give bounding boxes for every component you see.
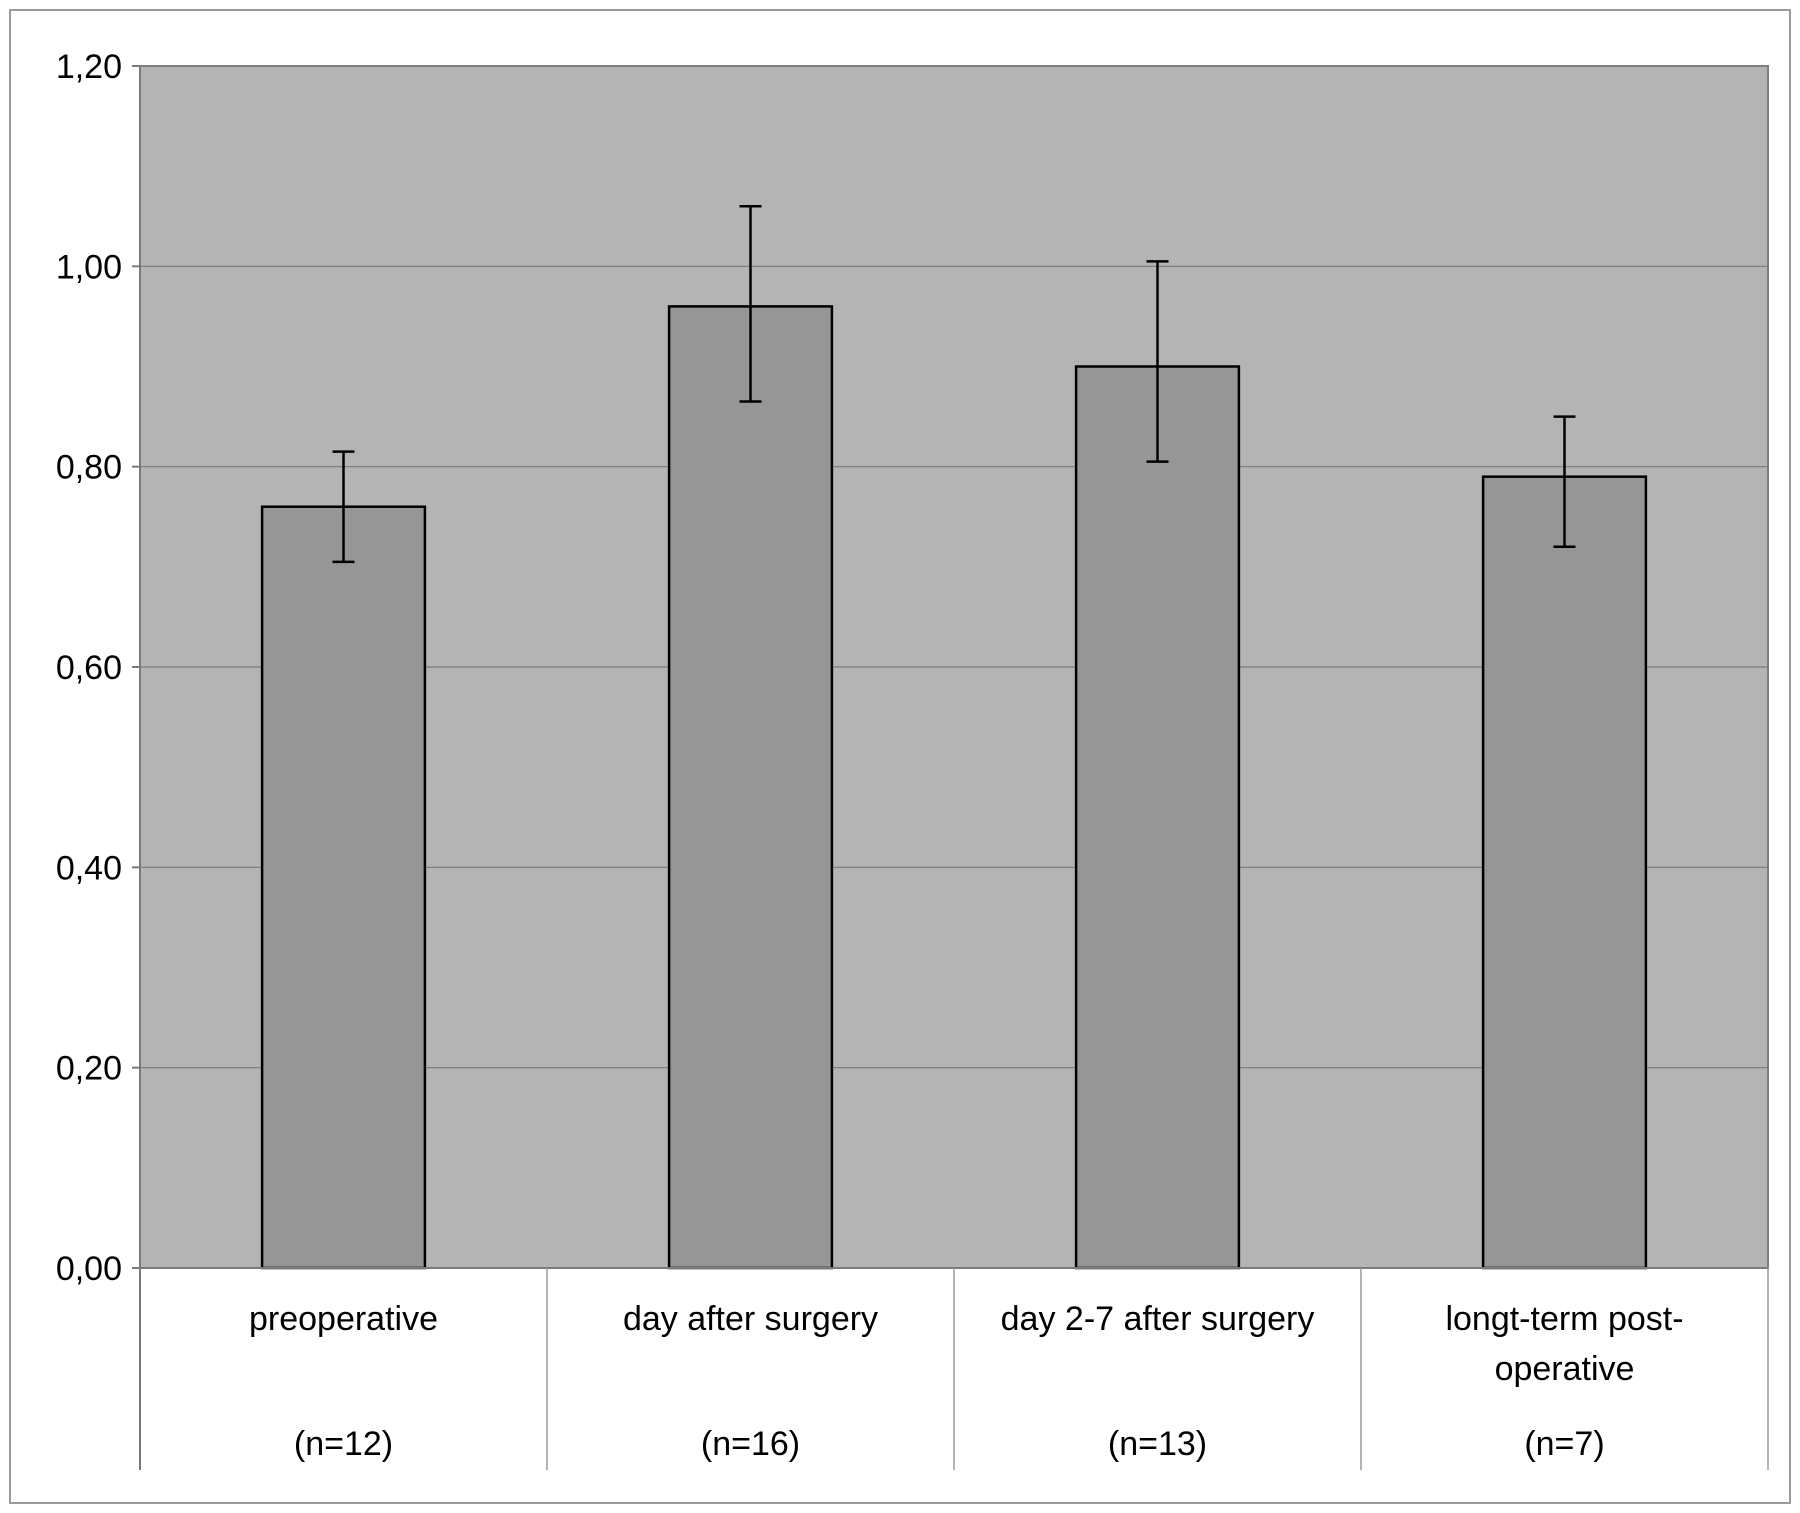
axes <box>132 65 1769 1470</box>
bars <box>260 305 1648 1270</box>
x-category-n-label: (n=12) <box>294 1425 393 1463</box>
error-bars <box>332 204 1576 564</box>
x-category-label: preoperative <box>249 1300 438 1338</box>
x-category-label: day 2-7 after surgery <box>1001 1300 1315 1338</box>
bar <box>1481 475 1648 1270</box>
bar <box>260 505 427 1270</box>
x-category-label: operative <box>1495 1350 1635 1388</box>
y-tick-label: 0,80 <box>56 449 122 487</box>
y-tick-label: 1,00 <box>56 248 122 286</box>
x-category-label: day after surgery <box>623 1300 878 1338</box>
y-tick-label: 0,60 <box>56 649 122 687</box>
y-tick-label: 0,40 <box>56 849 122 887</box>
labels: 0,00 0,20 0,40 0,60 0,80 1,00 1,20 preoperative… <box>56 48 1684 1463</box>
x-category-label: longt-term post- <box>1445 1300 1683 1338</box>
x-category-n-label: (n=13) <box>1108 1425 1207 1463</box>
y-tick-label: 1,20 <box>56 48 122 86</box>
y-tick-label: 0,00 <box>56 1250 122 1288</box>
bar <box>1074 365 1241 1270</box>
x-category-n-label: (n=7) <box>1524 1425 1604 1463</box>
x-category-n-label: (n=16) <box>701 1425 800 1463</box>
y-tick-label: 0,20 <box>56 1050 122 1088</box>
bar <box>667 305 834 1270</box>
